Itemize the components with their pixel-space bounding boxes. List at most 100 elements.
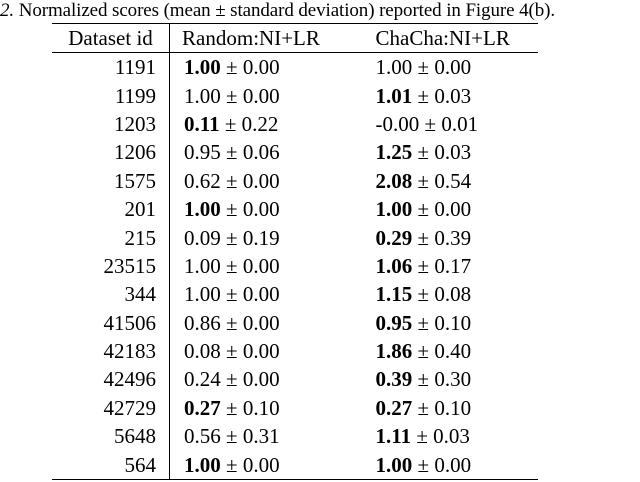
table-row: 41506 0.86 ± 0.00 0.95 ± 0.10	[52, 308, 538, 337]
score-mean: 1.00	[184, 253, 221, 278]
score-std: 0.10	[434, 310, 472, 335]
chacha-score-cell: 1.15 ± 0.08	[370, 280, 538, 308]
score-mean: 1.00	[375, 197, 413, 222]
plus-minus-sign: ±	[226, 197, 238, 222]
dataset-id-cell: 1206	[52, 138, 171, 167]
chacha-score-cell: 1.86 ± 0.40	[370, 337, 538, 365]
score-mean: 2.08	[375, 168, 413, 193]
results-table: Dataset id Random:NI+LR ChaCha:NI+LR 119…	[52, 23, 538, 480]
score-mean: 0.11	[184, 111, 220, 136]
table-number: 2.	[0, 0, 15, 21]
dataset-id-cell: 201	[52, 194, 171, 224]
table-body: 1191 1.00 ± 0.00 1.00 ± 0.00 1199 1.00 ± 0.0…	[52, 52, 538, 480]
plus-minus-sign: ±	[417, 140, 430, 165]
dataset-id-cell: 41506	[52, 308, 171, 337]
chacha-score-cell: 2.08 ± 0.54	[370, 167, 538, 195]
score-std: 0.40	[434, 339, 472, 364]
score-std: 0.03	[434, 83, 472, 108]
plus-minus-sign: ±	[417, 225, 430, 250]
table-row: 42496 0.24 ± 0.00 0.39 ± 0.30	[52, 365, 538, 394]
random-score-cell: 0.86 ± 0.00	[170, 309, 370, 337]
random-score-cell: 1.00 ± 0.00	[170, 195, 370, 223]
plus-minus-sign: ±	[417, 339, 430, 364]
header-dataset-id: Dataset id	[52, 23, 171, 53]
table-row: 5648 0.56 ± 0.31 1.11 ± 0.03	[52, 422, 538, 451]
dataset-id-cell: 1191	[52, 52, 171, 82]
chacha-score-cell: 1.25 ± 0.03	[370, 138, 538, 166]
plus-minus-sign: ±	[417, 55, 430, 80]
table-header: Dataset id Random:NI+LR ChaCha:NI+LR	[52, 23, 538, 53]
plus-minus-sign: ±	[416, 424, 428, 449]
score-mean: 0.39	[375, 367, 413, 392]
random-score-cell: 0.24 ± 0.00	[170, 365, 370, 393]
random-score-cell: 1.00 ± 0.00	[170, 252, 370, 280]
score-std: 0.00	[242, 83, 280, 108]
caption-text: Normalized scores (mean ± standard devia…	[18, 0, 556, 21]
plus-minus-sign: ±	[226, 83, 238, 108]
plus-minus-sign: ±	[417, 395, 430, 420]
score-std: 0.17	[434, 253, 472, 278]
score-mean: 0.24	[184, 367, 221, 392]
score-std: 0.03	[433, 424, 470, 449]
score-std: 0.00	[434, 55, 472, 80]
dataset-id-cell: 1575	[52, 166, 171, 195]
plus-minus-sign: ±	[417, 197, 430, 222]
table-row: 564 1.00 ± 0.00 1.00 ± 0.00	[52, 450, 538, 480]
dataset-id-cell: 1199	[52, 81, 171, 110]
score-std: 0.00	[242, 310, 280, 335]
score-std: 0.39	[434, 225, 472, 250]
score-std: 0.22	[241, 111, 279, 136]
dataset-id-cell: 344	[52, 280, 171, 309]
chacha-score-cell: 1.06 ± 0.17	[370, 252, 538, 280]
dataset-id-cell: 215	[52, 223, 171, 252]
score-mean: 0.29	[375, 225, 413, 250]
header-chacha: ChaCha:NI+LR	[369, 23, 538, 53]
score-mean: 0.62	[184, 168, 221, 193]
table-caption: 2. Normalized scores (mean ± standard de…	[0, 0, 640, 22]
header-row: Dataset id Random:NI+LR ChaCha:NI+LR	[52, 23, 538, 53]
chacha-score-cell: 1.00 ± 0.00	[369, 450, 538, 480]
score-std: 0.00	[242, 367, 280, 392]
plus-minus-sign: ±	[226, 225, 238, 250]
score-std: 0.19	[242, 225, 280, 250]
score-mean: 0.08	[184, 339, 221, 364]
score-mean: 1.00	[375, 452, 413, 477]
score-mean: 1.01	[375, 83, 413, 108]
score-mean: 1.06	[375, 253, 413, 278]
score-mean: 1.11	[375, 424, 412, 449]
plus-minus-sign: ±	[226, 310, 238, 335]
score-std: 0.00	[242, 168, 280, 193]
plus-minus-sign: ±	[417, 367, 430, 392]
table-row: 1203 0.11 ± 0.22 -0.00 ± 0.01	[52, 109, 538, 139]
plus-minus-sign: ±	[417, 282, 430, 307]
score-mean: 1.00	[184, 452, 221, 477]
score-mean: 0.27	[375, 395, 413, 420]
chacha-score-cell: 1.11 ± 0.03	[370, 422, 538, 450]
plus-minus-sign: ±	[224, 111, 237, 136]
random-score-cell: 0.27 ± 0.10	[170, 394, 370, 422]
plus-minus-sign: ±	[226, 168, 238, 193]
score-std: 0.00	[242, 253, 280, 278]
random-score-cell: 0.09 ± 0.19	[170, 223, 370, 251]
dataset-id-cell: 23515	[52, 251, 171, 281]
random-score-cell: 0.62 ± 0.00	[170, 167, 370, 195]
plus-minus-sign: ±	[424, 111, 437, 136]
plus-minus-sign: ±	[226, 140, 238, 165]
score-mean: 1.86	[375, 339, 413, 364]
plus-minus-sign: ±	[226, 395, 238, 420]
score-mean: 0.09	[184, 225, 221, 250]
plus-minus-sign: ±	[226, 452, 238, 477]
score-mean: 1.00	[184, 83, 221, 108]
random-score-cell: 0.11 ± 0.22	[170, 110, 370, 138]
score-mean: 0.95	[184, 140, 221, 165]
dataset-id-cell: 1203	[52, 109, 171, 139]
random-score-cell: 1.00 ± 0.00	[169, 450, 370, 480]
plus-minus-sign: ±	[226, 253, 238, 278]
score-mean: 1.25	[375, 140, 413, 165]
dataset-id-cell: 42496	[52, 365, 171, 394]
score-mean: 1.15	[375, 282, 413, 307]
chacha-score-cell: 0.29 ± 0.39	[370, 223, 538, 251]
chacha-score-cell: 0.39 ± 0.30	[370, 365, 538, 393]
plus-minus-sign: ±	[226, 339, 238, 364]
plus-minus-sign: ±	[226, 282, 238, 307]
